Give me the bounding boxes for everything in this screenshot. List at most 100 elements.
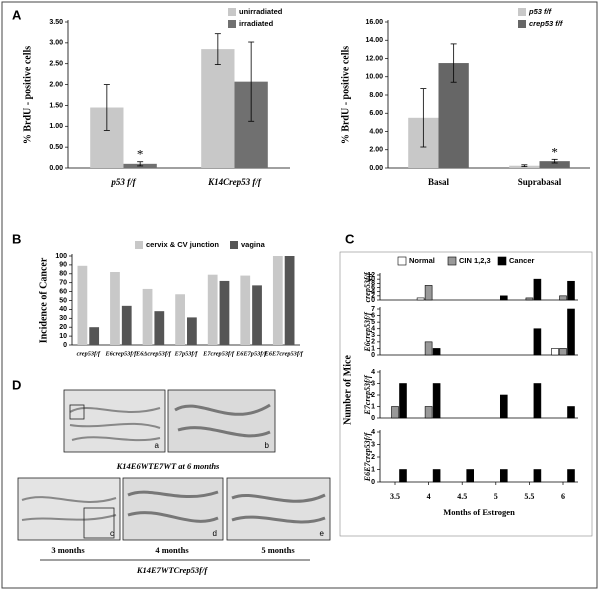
- x-tick-label: Suprabasal: [518, 177, 562, 187]
- x-tick-label: E6Δcrep53f/f: [135, 350, 172, 357]
- y-axis-title: Number of Mice: [342, 355, 353, 425]
- bar: [110, 272, 120, 345]
- y-tick-label: 2.00: [49, 81, 63, 88]
- legend-swatch: [228, 8, 236, 16]
- x-tick-label: E6E7p53f/f: [235, 350, 267, 357]
- bar: [559, 295, 567, 301]
- bar: [207, 274, 218, 345]
- y-tick-label: 40: [59, 306, 67, 313]
- bar: [399, 383, 407, 419]
- caption: 3 months: [51, 545, 85, 555]
- annotation: *: [137, 147, 144, 162]
- bar: [424, 406, 433, 419]
- y-tick-label: 7: [371, 306, 375, 313]
- legend-swatch: [228, 20, 236, 28]
- tissue: [174, 403, 271, 438]
- image: [226, 477, 331, 541]
- tissue: [21, 496, 117, 521]
- image: [167, 389, 276, 453]
- x-tick-label: crep53f/f: [77, 350, 101, 357]
- row-label: crep53f/f: [363, 271, 372, 302]
- y-tick-label: 4.00: [369, 128, 383, 135]
- y-tick-label: 10: [59, 333, 67, 340]
- y-tick-label: 3.50: [49, 19, 63, 26]
- bar: [533, 383, 542, 419]
- bar: [416, 297, 425, 301]
- x-tick-label: E6E7crep53f/f: [264, 350, 304, 357]
- legend-swatch: [497, 256, 507, 266]
- bar: [399, 469, 407, 483]
- inset-box: [69, 404, 85, 420]
- image-label: c: [110, 529, 114, 538]
- bar: [567, 469, 575, 483]
- bar: [551, 348, 559, 356]
- caption: K14E6WTE7WT at 6 months: [116, 461, 220, 471]
- legend-swatch: [447, 256, 457, 266]
- panel-label: B: [12, 231, 21, 246]
- x-tick-label: 5: [494, 492, 498, 501]
- bar: [284, 256, 295, 345]
- x-tick-label: 4.5: [457, 492, 467, 501]
- x-tick-label: 4: [427, 492, 431, 501]
- x-tick-label: 3.5: [390, 492, 400, 501]
- legend-swatch: [518, 8, 526, 16]
- y-tick-label: 2: [371, 392, 375, 399]
- y-tick-label: 6.00: [369, 110, 383, 117]
- bar: [252, 285, 262, 345]
- bar: [89, 327, 100, 345]
- bar: [175, 294, 185, 345]
- image: [17, 477, 121, 541]
- y-axis-title: Incidence of Cancer: [38, 257, 49, 343]
- bar: [432, 469, 441, 483]
- x-tick-label: K14Crep53 f/f: [207, 177, 262, 187]
- y-tick-label: 20: [59, 324, 67, 331]
- y-tick-label: 3.00: [49, 40, 63, 47]
- y-tick-label: 0: [371, 415, 375, 422]
- y-tick-label: 30: [59, 315, 67, 322]
- image-label: b: [265, 441, 270, 450]
- image: [122, 477, 224, 541]
- y-tick-label: 80: [59, 271, 67, 278]
- panel-label: A: [12, 7, 22, 22]
- y-tick-label: 3: [371, 380, 375, 387]
- y-tick-label: 16.00: [365, 19, 383, 26]
- caption: 4 months: [155, 545, 189, 555]
- bar: [559, 348, 567, 356]
- bar: [567, 280, 575, 301]
- y-tick-label: 0.00: [49, 165, 63, 172]
- y-tick-label: 10.00: [365, 74, 383, 81]
- y-tick-label: 70: [59, 280, 67, 287]
- y-tick-label: 50: [59, 297, 67, 304]
- y-axis-title: % BrdU - positive cells: [22, 46, 33, 144]
- y-tick-label: 2.50: [49, 61, 63, 68]
- y-tick-label: 0: [371, 479, 375, 486]
- y-tick-label: 0.50: [49, 144, 63, 151]
- y-tick-label: 4: [371, 326, 375, 333]
- bar: [567, 308, 575, 356]
- micrographs: [17, 389, 331, 541]
- y-tick-label: 0: [371, 352, 375, 359]
- legend-swatch: [518, 20, 526, 28]
- y-tick-label: 8.00: [369, 92, 383, 99]
- legend-label: crep53 f/f: [529, 19, 564, 28]
- image-label: d: [213, 529, 217, 538]
- legend-swatch: [135, 241, 143, 249]
- panel-label: C: [345, 231, 355, 246]
- bar: [424, 285, 433, 301]
- tissue: [69, 407, 161, 442]
- bar: [533, 469, 542, 483]
- bar: [539, 161, 570, 168]
- y-tick-label: 1.50: [49, 102, 63, 109]
- y-tick-label: 3: [371, 332, 375, 339]
- y-tick-label: 90: [59, 262, 67, 269]
- bar: [499, 469, 508, 483]
- y-tick-label: 2: [371, 339, 375, 346]
- bar: [240, 275, 251, 345]
- bar: [142, 288, 153, 345]
- y-tick-label: 6: [371, 312, 375, 319]
- y-tick-label: 4: [371, 369, 375, 376]
- annotation: *: [551, 144, 558, 159]
- caption: 5 months: [261, 545, 295, 555]
- legend-swatch: [397, 256, 407, 266]
